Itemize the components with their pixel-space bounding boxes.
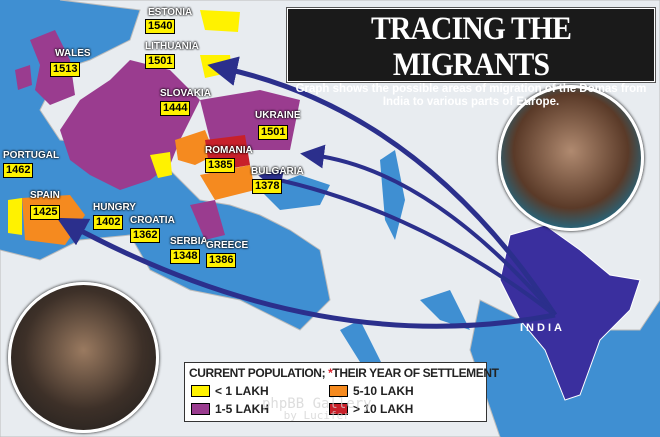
legend-gt10: > 10 LAKH: [353, 402, 414, 416]
label-greece: GREECE: [206, 240, 249, 251]
swatch-1to5: [191, 403, 210, 415]
arrow-to-spain: [56, 217, 556, 329]
sea-caspian: [380, 150, 405, 240]
title-panel: TRACING THE MIGRANTS Graph shows the pos…: [286, 7, 656, 108]
label-estonia: ESTONIA: [148, 7, 193, 18]
subtitle: Graph shows the possible areas of migrat…: [295, 83, 647, 108]
arrow-to-bulgaria: [300, 144, 557, 317]
label-india: INDIA: [520, 322, 565, 334]
label-spain: SPAIN: [30, 190, 60, 201]
region-croatia: [150, 152, 172, 178]
legend-lt1: < 1 LAKH: [215, 384, 269, 398]
year-serbia: 1348: [170, 249, 201, 264]
region-portugal: [8, 198, 22, 235]
label-wales: WALES: [55, 48, 91, 59]
legend-star: *: [328, 366, 333, 380]
year-greece: 1386: [206, 253, 237, 268]
legend-heading-1: CURRENT POPULATION;: [189, 366, 329, 380]
legend-5to10: 5-10 LAKH: [353, 384, 414, 398]
label-serbia: SERBIA: [170, 236, 208, 247]
swatch-5to10: [329, 385, 348, 397]
region-estonia: [200, 10, 240, 32]
label-bulgaria: BULGARIA: [251, 166, 304, 177]
year-lithuania: 1501: [145, 54, 176, 69]
region-ireland: [15, 65, 32, 90]
swatch-gt10: [329, 403, 348, 415]
legend-heading: CURRENT POPULATION; *THEIR YEAR OF SETTL…: [189, 366, 499, 380]
year-hungry: 1402: [93, 215, 124, 230]
year-slovakia: 1444: [160, 101, 191, 116]
label-romania: ROMANIA: [205, 145, 253, 156]
portrait-photo-right: [498, 85, 644, 231]
label-ukraine: UKRAINE: [255, 110, 301, 121]
year-romania: 1385: [205, 158, 236, 173]
year-estonia: 1540: [145, 19, 176, 34]
label-hungry: HUNGRY: [93, 202, 136, 213]
swatch-lt1: [191, 385, 210, 397]
year-portugal: 1462: [3, 163, 34, 178]
arrow-to-romania: [258, 168, 557, 317]
label-croatia: CROATIA: [130, 215, 175, 226]
label-lithuania: LITHUANIA: [145, 41, 199, 52]
year-wales: 1513: [50, 62, 81, 77]
region-greece: [190, 200, 225, 240]
year-bulgaria: 1378: [252, 179, 283, 194]
watermark-line2: by Lucifer: [283, 409, 350, 422]
arrow-to-lithuania: [207, 56, 558, 317]
watermark-line1: phpBB Gallery: [262, 396, 372, 412]
label-portugal: PORTUGAL: [3, 150, 60, 161]
legend-1to5: 1-5 LAKH: [215, 402, 270, 416]
portrait-photo-left: [8, 282, 159, 433]
legend-heading-2: THEIR YEAR OF SETTLEMENT: [332, 366, 499, 380]
region-spain: [22, 195, 85, 245]
region-hungary: [175, 130, 215, 165]
region-bulgaria: [200, 165, 255, 200]
year-ukraine: 1501: [258, 125, 289, 140]
legend: CURRENT POPULATION; *THEIR YEAR OF SETTL…: [184, 362, 499, 422]
label-slovakia: SLOVAKIA: [160, 88, 211, 99]
year-spain: 1425: [30, 205, 61, 220]
sea-gulf: [420, 290, 470, 330]
headline: TRACING THE MIGRANTS: [371, 11, 572, 83]
year-croatia: 1362: [130, 228, 161, 243]
watermark: phpBB Gallery by Lucifer: [262, 396, 372, 422]
